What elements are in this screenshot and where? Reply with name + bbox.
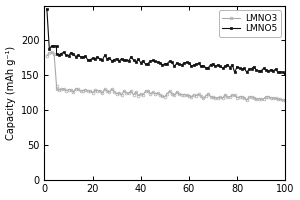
LMNO3: [226, 96, 229, 98]
Line: LMNO3: LMNO3: [46, 51, 286, 102]
LMNO3: [62, 88, 65, 90]
LMNO5: [59, 52, 63, 55]
LMNO5: [153, 60, 157, 63]
LMNO3: [50, 51, 53, 53]
LMNO3: [45, 54, 49, 57]
Legend: LMNO3, LMNO5: LMNO3, LMNO5: [219, 10, 281, 37]
LMNO5: [223, 65, 227, 68]
LMNO5: [45, 8, 49, 10]
LMNO3: [156, 92, 159, 94]
LMNO3: [105, 90, 109, 92]
Y-axis label: Capacity (mAh g⁻¹): Capacity (mAh g⁻¹): [6, 46, 16, 140]
LMNO5: [284, 73, 287, 75]
LMNO3: [284, 98, 287, 101]
Line: LMNO5: LMNO5: [46, 8, 286, 76]
LMNO5: [187, 62, 191, 64]
LMNO3: [214, 97, 217, 99]
LMNO3: [190, 96, 193, 98]
LMNO3: [281, 99, 285, 102]
LMNO5: [103, 54, 106, 57]
LMNO5: [211, 63, 215, 65]
